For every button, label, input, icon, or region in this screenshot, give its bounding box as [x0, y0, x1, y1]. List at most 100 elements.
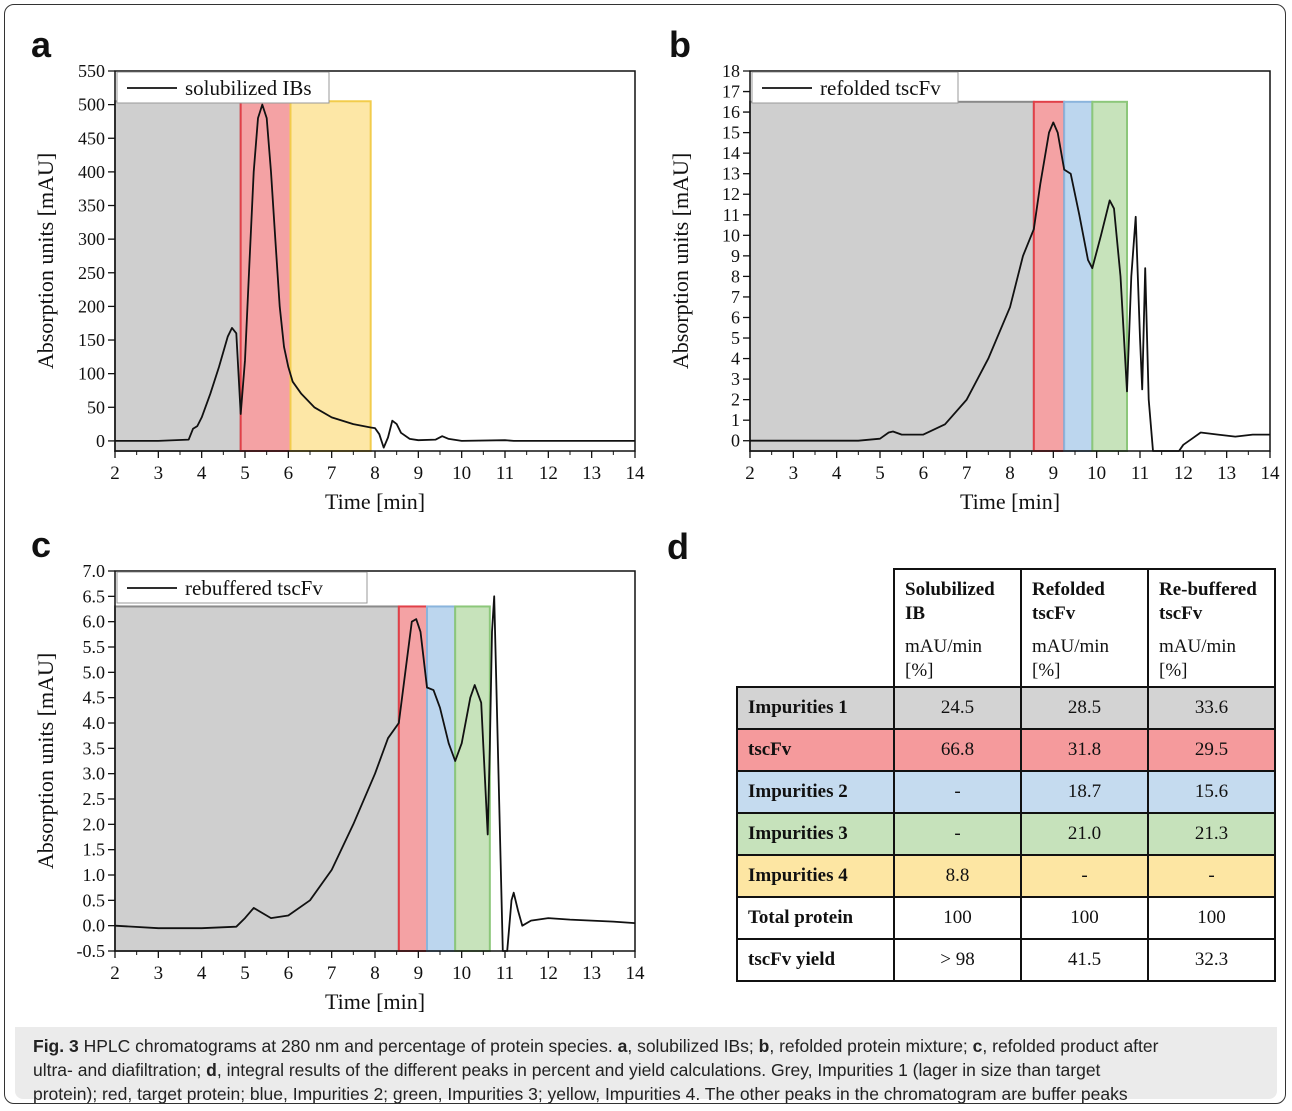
- y-tick-label: 400: [78, 162, 105, 182]
- x-tick-label: 13: [582, 963, 601, 984]
- y-tick-label: 450: [78, 128, 105, 148]
- x-axis-label: Time [min]: [325, 489, 425, 514]
- chart-b: b2 3 4 5 6 7 8 9 10 11 12 13 14012345678910111213141…: [668, 24, 1281, 514]
- table-row: Total protein 100 100 100: [736, 896, 1276, 940]
- table-cell: -: [1147, 854, 1276, 898]
- panel-letter-c: c: [31, 525, 51, 565]
- figure-label: Fig. 3: [33, 1036, 79, 1056]
- table-cell: 41.5: [1020, 938, 1149, 982]
- column-unit: mAU/min [%]: [1020, 633, 1149, 688]
- y-tick-label: 12: [722, 184, 740, 204]
- y-tick-label: 5.5: [83, 637, 106, 657]
- y-tick-label: 250: [78, 263, 105, 283]
- table-unit-row: mAU/min [%] mAU/min [%] mAU/min [%]: [737, 633, 1276, 688]
- region-4: [1091, 100, 1129, 452]
- y-tick-label: 2: [731, 390, 740, 410]
- table-cell: 100: [1020, 896, 1149, 940]
- series-line: [114, 595, 636, 952]
- y-tick-label: 5.0: [83, 662, 106, 682]
- table-row: tscFv yield > 98 41.5 32.3: [736, 938, 1276, 982]
- figure-frame: a 2 3 4 5 6 7 8 9 10 11 12 13 14 0 50 100 150 200 250 300 350…: [4, 4, 1286, 1104]
- y-tick-label: 2.5: [83, 789, 106, 809]
- caption-text: , refolded product after: [982, 1036, 1159, 1056]
- caption-text: ultra- and diafiltration;: [33, 1060, 207, 1080]
- caption-text: , refolded protein mixture;: [769, 1036, 973, 1056]
- caption-text: HPLC chromatograms at 280 nm and percent…: [78, 1036, 618, 1056]
- column-unit: mAU/min [%]: [893, 633, 1022, 688]
- x-tick-label: 12: [539, 463, 558, 484]
- column-header: Re-buffered tscFv: [1147, 568, 1276, 633]
- table-row: Impurities 3-21.0 21.3: [736, 812, 1276, 856]
- x-tick-label: 7: [962, 463, 972, 484]
- region-1: [114, 605, 400, 952]
- x-tick-label: 3: [154, 463, 164, 484]
- region-3: [426, 605, 457, 952]
- y-tick-label: 50: [87, 397, 105, 417]
- y-tick-label: 6.0: [83, 612, 106, 632]
- column-header: Solubilized IB: [893, 568, 1022, 633]
- table-row: Impurities 2-18.7 15.6: [736, 770, 1276, 814]
- region-2: [397, 605, 429, 952]
- x-tick-label: 2: [110, 463, 120, 484]
- row-label: Impurities 2: [736, 770, 895, 814]
- y-tick-label: 8: [731, 266, 740, 286]
- table-cell: 28.5: [1020, 686, 1149, 730]
- y-tick-label: 18: [722, 61, 740, 81]
- table-cell: 100: [1147, 896, 1276, 940]
- x-tick-label: 9: [1049, 463, 1059, 484]
- x-tick-label: 2: [110, 963, 120, 984]
- y-tick-label: 0: [731, 431, 740, 451]
- table-row: Impurities 1 24.5 28.5 33.6: [736, 686, 1276, 730]
- region-2: [1032, 100, 1066, 452]
- table-row: Impurities 4 8.8- -: [736, 854, 1276, 898]
- row-label: tscFv: [736, 728, 895, 772]
- x-tick-label: 11: [1131, 463, 1149, 484]
- legend-label: rebuffered tscFv: [185, 576, 323, 600]
- chart-c: c 2 3 4 5 6 7 8 9 10 11 12 13 14 -0.5 0.0 0.5 1.0 1.5 2.0 2.…: [31, 525, 645, 1014]
- x-tick-label: 12: [539, 963, 558, 984]
- caption-text: , integral results of the different peak…: [216, 1060, 1101, 1080]
- x-tick-label: 9: [414, 963, 424, 984]
- y-tick-label: 6.5: [83, 586, 106, 606]
- x-tick-label: 10: [452, 463, 471, 484]
- y-tick-label: 300: [78, 229, 105, 249]
- table-cell: 31.8: [1020, 728, 1149, 772]
- x-tick-label: 4: [197, 963, 207, 984]
- y-axis-label: Absorption units [mAU]: [33, 153, 58, 369]
- table-cell: 33.6: [1147, 686, 1276, 730]
- row-label: Impurities 3: [736, 812, 895, 856]
- table-cell: 18.7: [1020, 770, 1149, 814]
- x-axis-label: Time [min]: [325, 989, 425, 1014]
- y-tick-label: 4.5: [83, 688, 106, 708]
- row-label: Total protein: [736, 896, 895, 940]
- x-tick-label: 7: [327, 963, 337, 984]
- y-tick-label: 200: [78, 296, 105, 316]
- x-tick-label: 3: [789, 463, 799, 484]
- table-cell: 29.5: [1147, 728, 1276, 772]
- x-tick-label: 10: [1087, 463, 1106, 484]
- y-tick-label: 0.0: [83, 916, 106, 936]
- y-tick-label: 11: [723, 205, 740, 225]
- y-tick-label: 17: [722, 82, 740, 102]
- x-tick-label: 4: [197, 463, 207, 484]
- caption-text: , solubilized IBs;: [627, 1036, 759, 1056]
- y-tick-label: 350: [78, 196, 105, 216]
- x-tick-label: 8: [370, 963, 380, 984]
- x-tick-label: 7: [327, 463, 337, 484]
- x-tick-label: 9: [414, 463, 424, 484]
- y-tick-label: 2.0: [83, 814, 106, 834]
- y-tick-label: 7.0: [83, 561, 106, 581]
- y-tick-label: 1.5: [83, 840, 106, 860]
- y-tick-label: 100: [78, 364, 105, 384]
- y-tick-label: 10: [722, 225, 740, 245]
- column-header: Refolded tscFv: [1020, 568, 1149, 633]
- x-tick-label: 14: [626, 463, 646, 484]
- y-axis-label: Absorption units [mAU]: [33, 653, 58, 869]
- x-tick-label: 14: [1261, 463, 1281, 484]
- series-line: [115, 103, 635, 449]
- y-tick-label: 150: [78, 330, 105, 350]
- x-tick-label: 4: [832, 463, 842, 484]
- x-tick-label: 12: [1174, 463, 1193, 484]
- y-tick-label: 9: [731, 246, 740, 266]
- table-cell: -: [893, 770, 1022, 814]
